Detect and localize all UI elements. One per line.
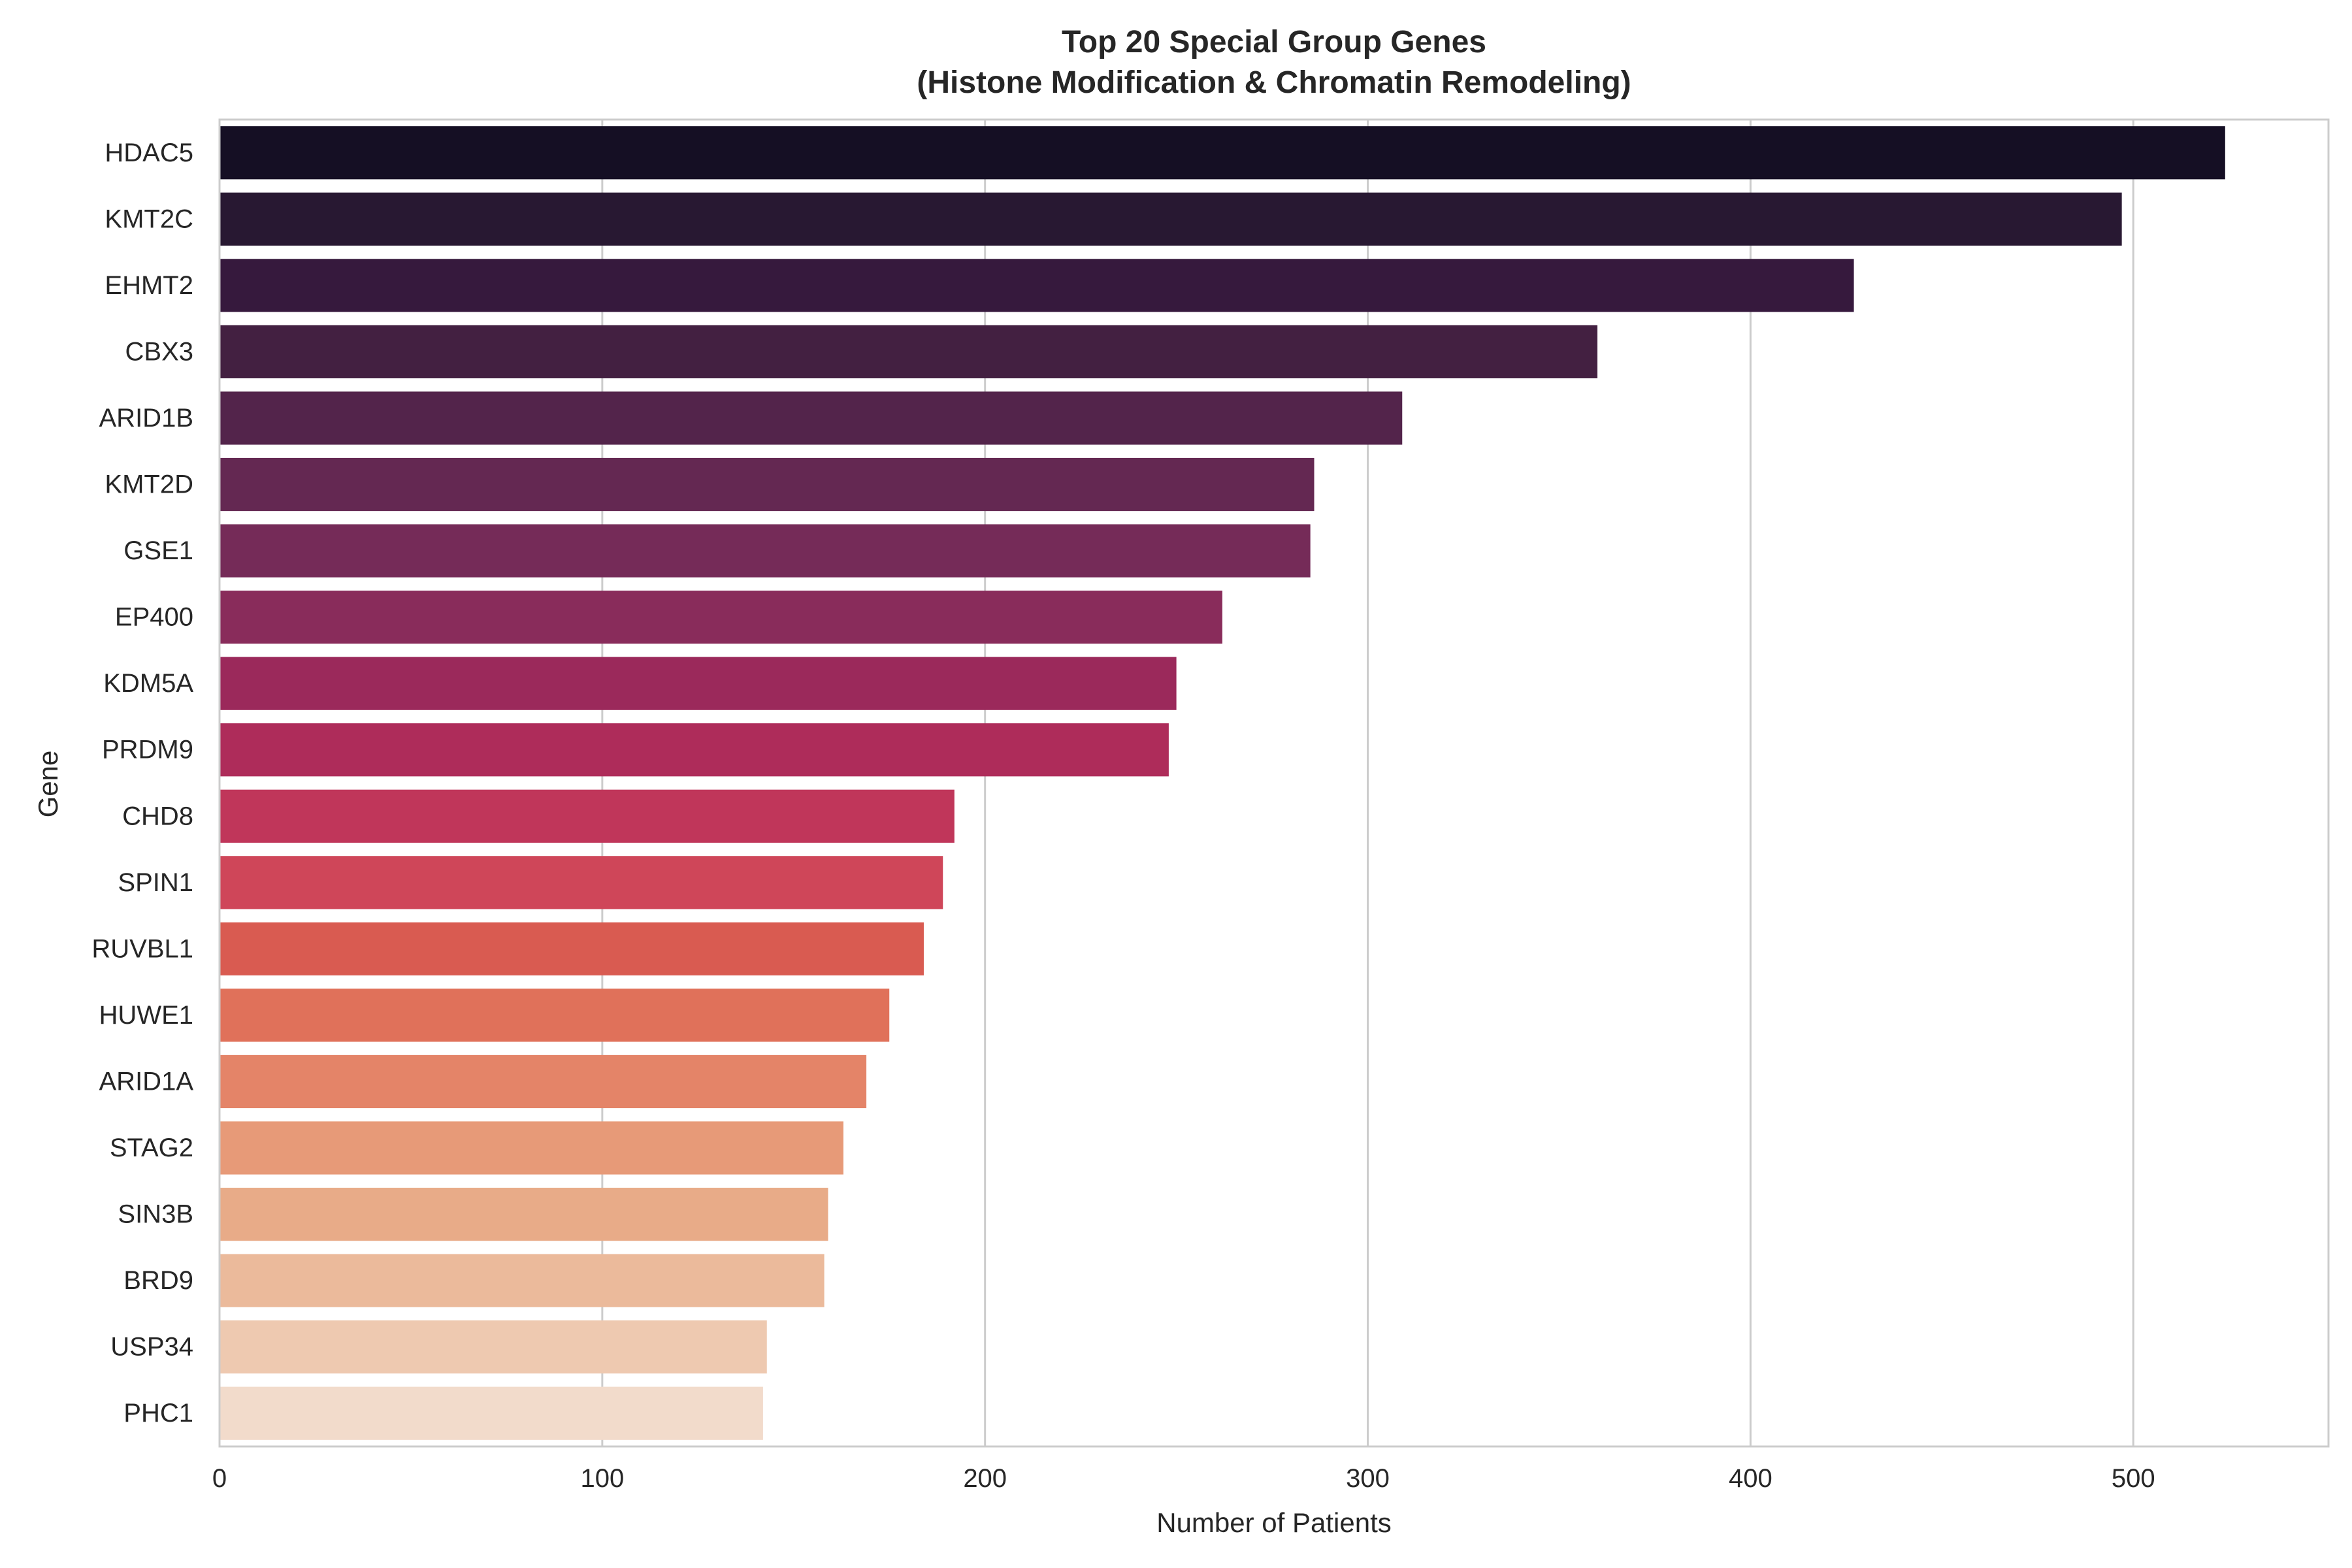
y-axis-ticks: HDAC5 KMT2C EHMT2 CBX3 ARID1B KMT2D GSE1 EP400 K…: [91, 139, 193, 1428]
bars: [220, 126, 2225, 1440]
y-tick-label: ARID1B: [99, 404, 194, 433]
y-tick-label: BRD9: [123, 1266, 193, 1295]
bar-kdm5a: [220, 657, 1177, 710]
y-tick-label: RUVBL1: [91, 934, 193, 963]
bar-spin1: [220, 856, 943, 909]
y-tick-label: HUWE1: [99, 1001, 193, 1030]
y-tick-label: PRDM9: [102, 736, 193, 764]
y-tick-label: KMT2C: [105, 204, 193, 233]
bar-huwe1: [220, 988, 890, 1042]
y-tick-label: GSE1: [123, 536, 193, 565]
y-tick-label: STAG2: [110, 1134, 193, 1162]
bar-prdm9: [220, 723, 1169, 777]
bar-gse1: [220, 524, 1311, 578]
x-tick-label: 300: [1346, 1464, 1390, 1493]
bar-hdac5: [220, 126, 2225, 180]
bar-sin3b: [220, 1187, 828, 1241]
y-tick-label: CHD8: [122, 802, 193, 830]
bar-arid1a: [220, 1054, 867, 1109]
bar-ehmt2: [220, 259, 1854, 312]
x-tick-label: 100: [580, 1464, 624, 1493]
y-tick-label: SIN3B: [118, 1200, 193, 1229]
bar-brd9: [220, 1254, 825, 1307]
x-tick-label: 500: [2112, 1464, 2155, 1493]
y-tick-label: ARID1A: [99, 1067, 194, 1096]
bar-cbx3: [220, 325, 1598, 379]
y-tick-label: EP400: [115, 603, 193, 632]
y-tick-label: HDAC5: [105, 139, 193, 167]
y-axis-label: Gene: [33, 751, 63, 818]
x-axis-ticks: 0 100 200 300 400 500: [212, 1464, 2155, 1493]
x-tick-label: 400: [1729, 1464, 1772, 1493]
chart-title: Top 20 Special Group Genes: [1062, 25, 1486, 59]
bar-kmt2c: [220, 192, 2122, 246]
bar-stag2: [220, 1121, 843, 1175]
x-axis-label: Number of Patients: [1156, 1507, 1392, 1538]
bar-kmt2d: [220, 457, 1315, 512]
plot-frame: [218, 118, 2330, 1448]
y-tick-label: PHC1: [123, 1399, 193, 1428]
bar-arid1b: [220, 391, 1403, 445]
bar-ep400: [220, 591, 1222, 644]
y-tick-label: EHMT2: [105, 271, 193, 300]
bar-ruvbl1: [220, 922, 924, 975]
bar-phc1: [220, 1386, 763, 1440]
x-tick-label: 0: [212, 1464, 227, 1493]
y-tick-label: KDM5A: [103, 669, 193, 698]
y-tick-label: SPIN1: [118, 868, 193, 897]
y-tick-label: USP34: [110, 1333, 193, 1362]
bar-usp34: [220, 1320, 767, 1374]
y-tick-label: CBX3: [125, 337, 194, 366]
x-tick-label: 200: [963, 1464, 1007, 1493]
bar-chd8: [220, 789, 955, 843]
y-tick-label: KMT2D: [105, 470, 193, 499]
chart-subtitle: (Histone Modification & Chromatin Remode…: [917, 65, 1631, 100]
